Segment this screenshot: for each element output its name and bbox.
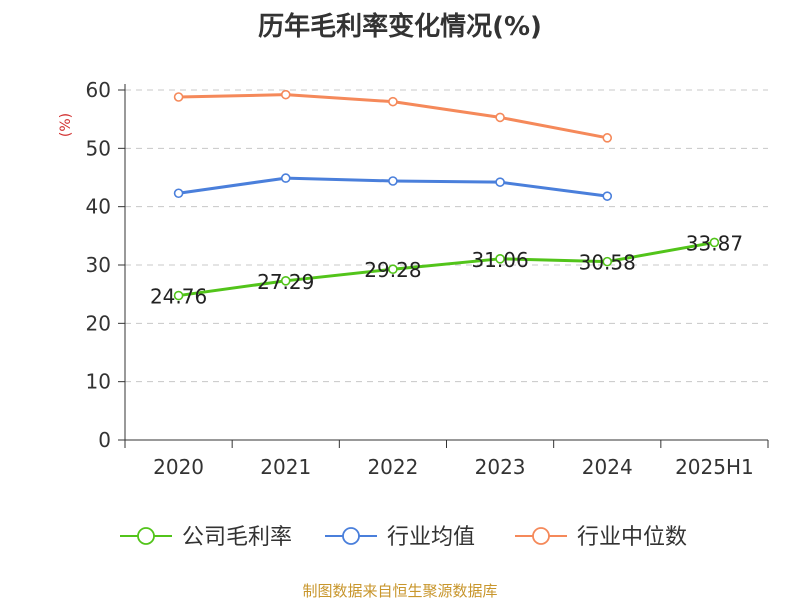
data-label: 30.58	[579, 251, 636, 275]
y-tick-label: 50	[86, 136, 111, 160]
legend-marker	[342, 527, 360, 545]
data-label: 27.29	[257, 270, 314, 294]
data-point	[173, 290, 184, 301]
x-tick-label: 2023	[475, 455, 526, 479]
data-label: 31.06	[471, 248, 528, 272]
x-tick-label: 2021	[260, 455, 311, 479]
legend-label: 公司毛利率	[182, 525, 292, 550]
data-point	[495, 112, 505, 123]
y-tick-label: 10	[86, 370, 111, 394]
series-line	[178, 240, 715, 298]
series-lines	[173, 89, 720, 301]
legend-label: 行业中位数	[577, 525, 687, 550]
y-axis-label: (%)	[58, 113, 74, 137]
data-point	[495, 254, 505, 264]
data-point	[388, 176, 398, 186]
data-point	[388, 96, 398, 107]
axes: 0 10 20 30 40 50 60 2020 2021 2022 2023 2024 2025H1 (…	[58, 78, 769, 479]
chart-title: 历年毛利率变化情况(%)	[258, 12, 542, 42]
legend-marker	[532, 527, 550, 545]
data-point	[709, 237, 720, 248]
data-point	[280, 89, 291, 100]
data-point	[280, 276, 291, 286]
data-point	[388, 264, 398, 275]
source-note: 制图数据来自恒生聚源数据库	[302, 582, 498, 600]
y-tick-label: 30	[86, 253, 111, 277]
data-point	[602, 256, 613, 267]
x-tick-label: 2022	[367, 455, 418, 479]
data-labels: 24.76 27.29 29.28 31.06 30.58 33.87	[150, 231, 743, 308]
y-tick-label: 40	[86, 195, 111, 219]
x-tick-label: 2024	[582, 455, 633, 479]
data-label: 33.87	[686, 231, 743, 255]
y-tick-label: 20	[86, 311, 111, 335]
data-label: 24.76	[150, 285, 207, 309]
y-tick-label: 0	[98, 428, 111, 452]
legend-marker	[137, 527, 155, 545]
data-point	[602, 191, 613, 201]
y-tick-label: 60	[86, 78, 111, 102]
legend-label: 行业均值	[387, 525, 475, 550]
data-point	[173, 92, 184, 102]
x-tick-label: 2020	[153, 455, 204, 479]
data-point	[602, 133, 613, 143]
data-point	[280, 173, 291, 183]
data-point	[495, 177, 505, 187]
data-point	[173, 188, 184, 199]
legend: 公司毛利率 行业均值 行业中位数	[120, 525, 687, 550]
data-label: 29.28	[364, 258, 421, 282]
grid-lines	[125, 89, 768, 383]
x-tick-label: 2025H1	[675, 455, 754, 479]
